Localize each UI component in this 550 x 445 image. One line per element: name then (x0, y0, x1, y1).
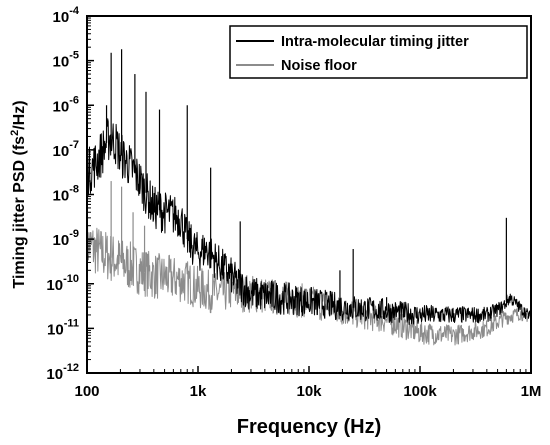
y-tick-label: 10-11 (47, 317, 79, 338)
x-tick-label: 10k (296, 383, 322, 400)
legend-box (229, 25, 528, 79)
legend: Intra-molecular timing jitter Noise floo… (229, 25, 528, 79)
x-tick-label: 1M (521, 383, 542, 400)
legend-label-noise: Noise floor (281, 58, 357, 74)
x-tick-label: 1k (190, 383, 207, 400)
y-axis-title-end: /Hz) (11, 100, 28, 129)
series-line-0 (86, 118, 532, 325)
x-axis: 100 1k 10k 100k 1M (74, 366, 541, 400)
series-line-1 (86, 220, 532, 346)
legend-label-jitter: Intra-molecular timing jitter (281, 34, 469, 50)
y-axis-title-main: Timing jitter PSD (fs (11, 136, 28, 289)
y-tick-label: 10-12 (46, 362, 79, 383)
y-axis-title: Timing jitter PSD (fs2/Hz) (9, 100, 28, 288)
y-axis: 10-12 10-11 10-10 10-9 10-8 10-7 10-6 10-5 10-4 (46, 5, 94, 383)
x-axis-title: Frequency (Hz) (237, 416, 381, 438)
x-tick-label: 100k (403, 383, 437, 400)
plot-area: 100 1k 10k 100k 1M 10-1210-1110-1010-910-810… (46, 5, 541, 400)
y-axis-title-sup: 2 (9, 130, 21, 136)
y-tick-label: 10-10 (46, 273, 79, 294)
y-tick-label: 10-7 (53, 139, 79, 160)
y-tick-label: 10-4 (53, 5, 80, 26)
series-layer (86, 49, 532, 346)
x-tick-label: 100 (74, 383, 99, 400)
y-tick-label: 10-8 (53, 184, 79, 205)
y-tick-label: 10-6 (53, 94, 79, 115)
y-tick-label: 10-5 (53, 50, 79, 71)
y-tick-label: 10-9 (53, 228, 79, 249)
